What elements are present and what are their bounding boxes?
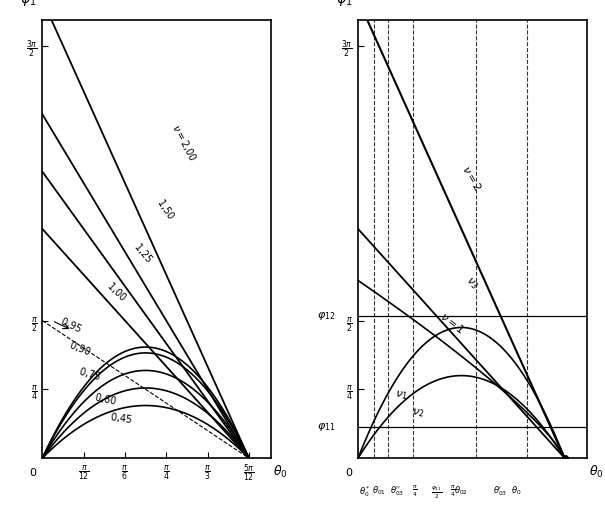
Text: $\frac{\pi}{4}$: $\frac{\pi}{4}$ [450,485,456,499]
Text: 0: 0 [345,468,353,477]
Text: $\frac{\pi}{4}$: $\frac{\pi}{4}$ [412,485,417,499]
Text: $1{,}50$: $1{,}50$ [154,195,177,222]
Text: $\varphi_{11}$: $\varphi_{11}$ [316,420,335,433]
Text: $\nu_2$: $\nu_2$ [411,406,425,419]
Text: 0: 0 [30,468,37,477]
Text: $\nu_1$: $\nu_1$ [393,388,408,402]
Text: $\nu=2$: $\nu=2$ [460,163,484,193]
Text: $\nu=1$: $\nu=1$ [438,309,468,336]
Text: $0{,}45$: $0{,}45$ [109,410,134,426]
Text: $1{,}25$: $1{,}25$ [131,239,155,265]
Text: $0{,}60$: $0{,}60$ [93,390,118,407]
Text: $\theta_0^*$: $\theta_0^*$ [359,485,370,499]
Text: $\varphi_1$: $\varphi_1$ [21,0,37,8]
Text: $0{,}95$: $0{,}95$ [57,314,84,336]
Text: $\varphi_1$: $\varphi_1$ [336,0,353,8]
Text: $0{,}90$: $0{,}90$ [67,337,93,358]
Text: $1{,}00$: $1{,}00$ [103,279,129,304]
Text: $\theta_{02}$: $\theta_{02}$ [454,485,468,497]
Text: $\theta_0$: $\theta_0$ [511,485,521,497]
Text: $\nu=2{,}00$: $\nu=2{,}00$ [169,122,200,164]
Text: $\theta_{03}^{\prime}$: $\theta_{03}^{\prime}$ [493,485,507,498]
Text: $\nu_3$: $\nu_3$ [463,274,480,292]
Text: $\theta_0$: $\theta_0$ [273,464,287,479]
Text: $\theta_{01}$: $\theta_{01}$ [371,485,385,497]
Text: $\theta_{03}^{\prime\prime}$: $\theta_{03}^{\prime\prime}$ [390,485,405,498]
Text: $\frac{\varphi_{11}}{2}$: $\frac{\varphi_{11}}{2}$ [431,485,443,501]
Text: $\varphi_{12}$: $\varphi_{12}$ [317,310,335,322]
Text: $0{,}75$: $0{,}75$ [77,364,102,383]
Text: $\theta_0$: $\theta_0$ [589,464,603,479]
